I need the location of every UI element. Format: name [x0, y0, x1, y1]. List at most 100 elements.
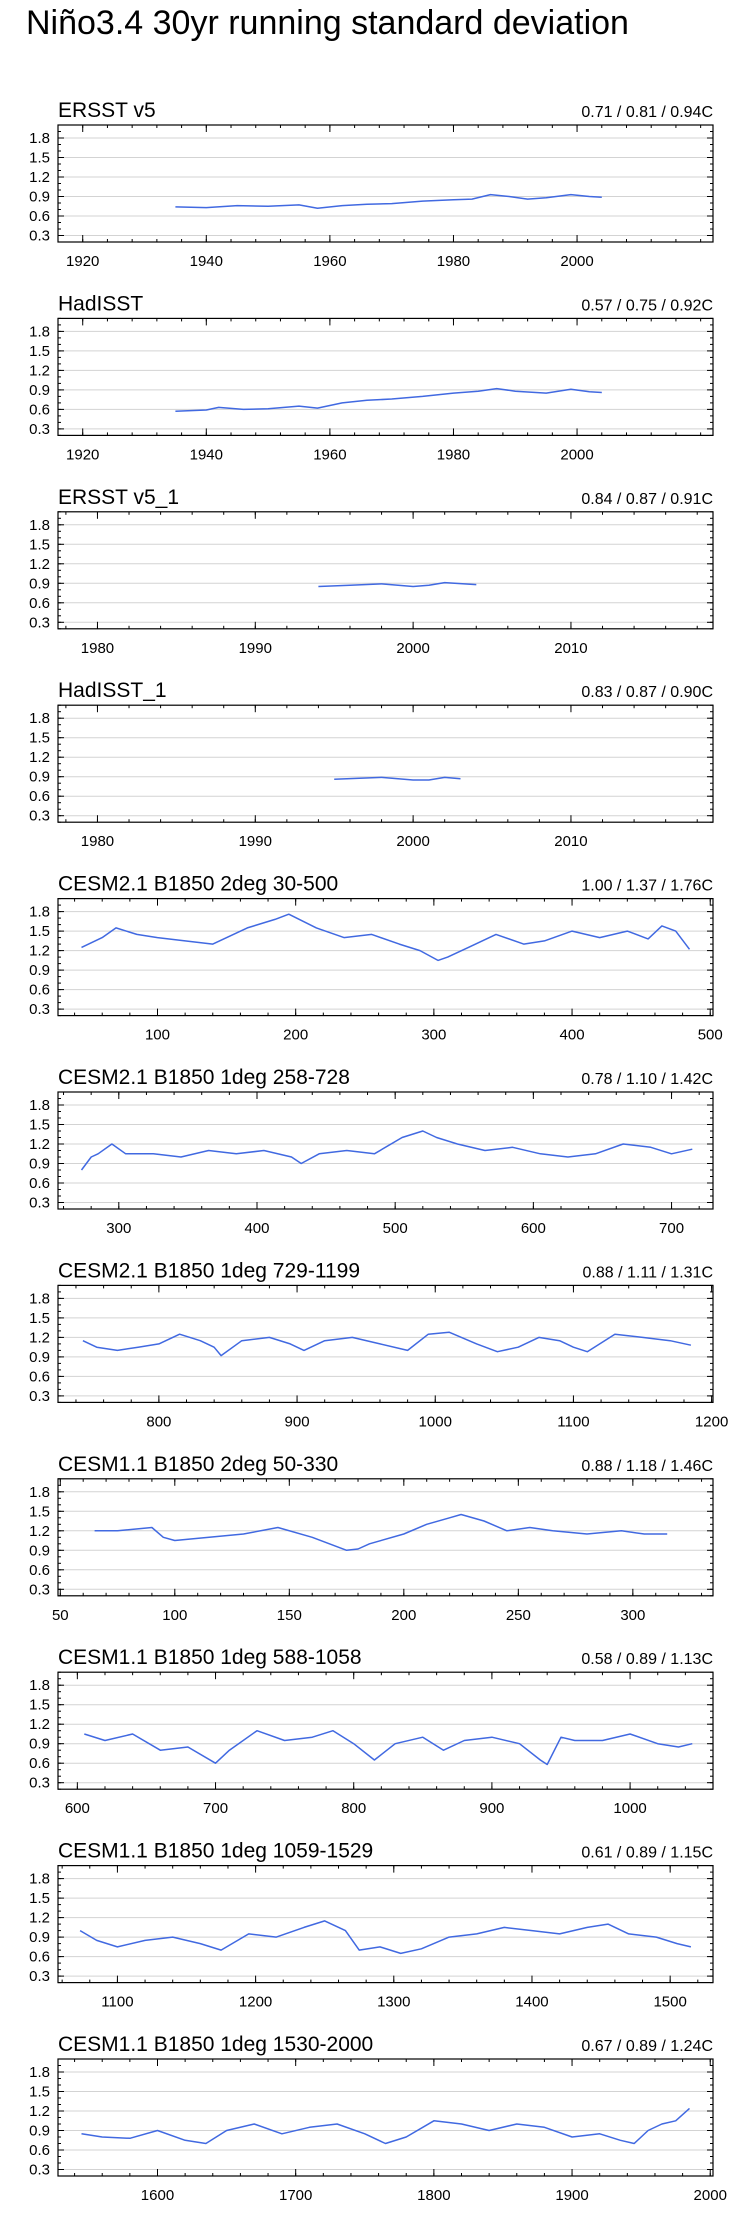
chart-panel: 0.3 0.6 0.9 1.2 1.5 1.8 600 700 800 900 1000 CESM1.…	[29, 1646, 714, 1817]
plot-frame	[57, 897, 714, 1017]
panel-title: ERSST v5	[58, 99, 156, 122]
panel-stats: 0.67 / 0.89 / 1.24C	[581, 2038, 713, 2055]
x-tick-label: 300	[421, 1027, 446, 1044]
x-tick-label: 1100	[557, 1413, 589, 1430]
x-tick-label: 1400	[515, 1994, 548, 2011]
y-tick-label: 1.2	[29, 362, 50, 379]
y-tick-label: 0.9	[29, 2123, 50, 2140]
x-tick-label: 600	[65, 1800, 90, 1817]
chart-panel: 0.3 0.6 0.9 1.2 1.5 1.8 100 200 300 400 500 CESM2.1…	[29, 873, 723, 1044]
y-tick-label: 0.6	[29, 1562, 50, 1579]
x-tick-label: 700	[659, 1220, 684, 1237]
y-tick-label: 1.8	[29, 1484, 50, 1501]
panel-stats: 0.61 / 0.89 / 1.15C	[581, 1845, 713, 1862]
panel-title: HadISST_1	[58, 679, 167, 702]
x-tick-label: 1960	[313, 446, 346, 463]
x-tick-label: 1940	[190, 253, 223, 270]
series-line	[82, 1331, 692, 1357]
y-tick-label: 0.9	[29, 1929, 50, 1946]
x-tick-label: 1990	[239, 833, 272, 850]
x-tick-label: 2000	[396, 640, 429, 657]
figure-title: Niño3.4 30yr running standard deviation	[26, 4, 629, 42]
y-tick-label: 0.9	[29, 769, 50, 786]
series-line	[318, 581, 477, 588]
x-tick-label: 600	[521, 1220, 546, 1237]
y-tick-label: 1.8	[29, 2064, 50, 2081]
chart-panel: 0.3 0.6 0.9 1.2 1.5 1.8 1980 1990 2000 2010 ERSST …	[29, 486, 714, 657]
y-tick-label: 1.2	[29, 1910, 50, 1927]
x-tick-label: 1980	[437, 446, 470, 463]
y-tick-label: 1.5	[29, 536, 50, 553]
y-tick-label: 1.8	[29, 130, 50, 147]
x-tick-label: 50	[52, 1607, 69, 1624]
plot-frame	[57, 1864, 714, 1984]
chart-panel: 0.3 0.6 0.9 1.2 1.5 1.8 1600 1700 1800 1900 2000 CE…	[29, 2033, 727, 2204]
y-tick-label: 0.9	[29, 575, 50, 592]
x-tick-label: 1700	[279, 2187, 312, 2204]
x-tick-label: 2010	[554, 833, 587, 850]
y-tick-label: 0.6	[29, 208, 50, 225]
panel-title: HadISST	[58, 292, 143, 315]
y-tick-label: 1.8	[29, 1097, 50, 1114]
x-tick-label: 1200	[239, 1994, 272, 2011]
y-tick-label: 0.6	[29, 595, 50, 612]
panel-stats: 0.71 / 0.81 / 0.94C	[581, 104, 713, 121]
y-tick-label: 1.5	[29, 1697, 50, 1714]
y-tick-label: 0.6	[29, 401, 50, 418]
x-tick-label: 1980	[81, 833, 114, 850]
x-tick-label: 1920	[66, 253, 99, 270]
chart-panel: 0.3 0.6 0.9 1.2 1.5 1.8 50 100 150 200 250 300 CESM1…	[29, 1453, 714, 1624]
y-tick-label: 1.8	[29, 517, 50, 534]
y-tick-label: 1.2	[29, 749, 50, 766]
x-tick-label: 2000	[694, 2187, 727, 2204]
y-tick-label: 1.8	[29, 710, 50, 727]
chart-panel: 0.3 0.6 0.9 1.2 1.5 1.8 1100 1200 1300 1400 1500 CE…	[29, 1840, 714, 2011]
x-tick-label: 2000	[396, 833, 429, 850]
series-line	[94, 1513, 668, 1552]
y-tick-label: 0.3	[29, 2162, 50, 2179]
y-tick-label: 0.3	[29, 614, 50, 631]
x-tick-label: 1000	[419, 1413, 452, 1430]
series-line	[175, 387, 602, 413]
x-tick-label: 1600	[141, 2187, 174, 2204]
x-tick-label: 100	[162, 1607, 187, 1624]
x-tick-label: 300	[106, 1220, 131, 1237]
chart-panel: 0.3 0.6 0.9 1.2 1.5 1.8 1920 1940 1960 1980 2000 ER…	[29, 99, 714, 270]
x-tick-label: 1200	[695, 1413, 728, 1430]
plot-frame	[57, 704, 714, 823]
x-tick-label: 900	[479, 1800, 504, 1817]
x-tick-label: 2000	[560, 446, 593, 463]
series-line	[84, 1729, 693, 1766]
y-tick-label: 1.5	[29, 343, 50, 360]
y-tick-label: 0.9	[29, 962, 50, 979]
series-line	[81, 2107, 691, 2145]
y-tick-label: 1.2	[29, 943, 50, 960]
y-tick-label: 0.9	[29, 1542, 50, 1559]
x-tick-label: 200	[391, 1607, 416, 1624]
y-tick-label: 0.9	[29, 1156, 50, 1173]
panel-stats: 0.88 / 1.18 / 1.46C	[581, 1458, 713, 1475]
panel-title: CESM1.1 B1850 1deg 1530-2000	[58, 2033, 373, 2056]
y-tick-label: 0.6	[29, 2142, 50, 2159]
plot-frame	[57, 1478, 714, 1597]
x-tick-label: 1800	[417, 2187, 450, 2204]
y-tick-label: 0.6	[29, 1949, 50, 1966]
y-tick-label: 0.6	[29, 982, 50, 999]
y-tick-label: 1.2	[29, 1716, 50, 1733]
plot-frame	[57, 124, 714, 243]
x-tick-label: 1920	[66, 446, 99, 463]
x-tick-label: 800	[341, 1800, 366, 1817]
y-tick-label: 0.3	[29, 1388, 50, 1405]
x-tick-label: 400	[560, 1027, 585, 1044]
plot-frame	[57, 1671, 714, 1790]
plot-frame	[57, 317, 714, 436]
x-tick-label: 1990	[239, 640, 272, 657]
series-line	[175, 193, 602, 209]
y-tick-label: 0.3	[29, 1968, 50, 1985]
plot-frame	[57, 1284, 714, 1404]
x-tick-label: 2000	[560, 253, 593, 270]
y-tick-label: 0.6	[29, 1175, 50, 1192]
panel-stats: 0.78 / 1.10 / 1.42C	[581, 1071, 713, 1088]
x-tick-label: 700	[203, 1800, 228, 1817]
